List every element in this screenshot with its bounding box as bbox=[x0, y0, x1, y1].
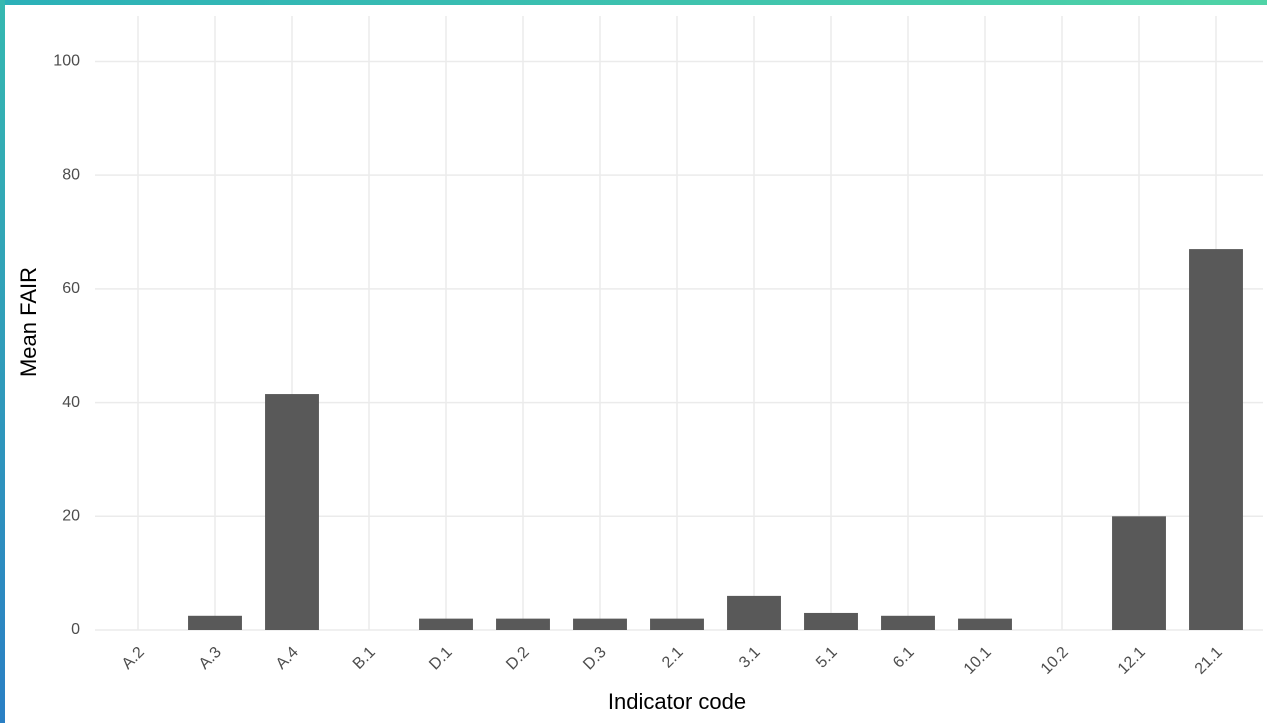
x-tick-label: A.3 bbox=[196, 644, 225, 673]
x-tick-label: D.3 bbox=[580, 644, 610, 674]
x-tick-label: A.2 bbox=[119, 644, 148, 673]
frame-top bbox=[0, 0, 1267, 5]
x-tick-label: B.1 bbox=[350, 644, 379, 673]
x-tick-label: 12.1 bbox=[1115, 644, 1149, 678]
x-axis-title: Indicator code bbox=[608, 689, 746, 714]
bar bbox=[573, 618, 627, 630]
x-tick-label: A.4 bbox=[273, 644, 302, 673]
y-tick-label: 40 bbox=[62, 394, 80, 411]
bar bbox=[881, 615, 935, 630]
bar bbox=[804, 612, 858, 630]
bar bbox=[650, 618, 704, 630]
bar bbox=[419, 618, 473, 630]
bar bbox=[1112, 516, 1166, 630]
x-tick-label: 21.1 bbox=[1192, 644, 1226, 678]
y-tick-label: 60 bbox=[62, 280, 80, 297]
y-tick-label: 80 bbox=[62, 166, 80, 183]
bar bbox=[188, 615, 242, 630]
y-tick-label: 20 bbox=[62, 508, 80, 525]
y-tick-label: 100 bbox=[53, 53, 80, 70]
x-tick-label: 2.1 bbox=[659, 644, 687, 672]
bar bbox=[958, 618, 1012, 630]
x-tick-label: 10.1 bbox=[961, 644, 995, 678]
bar bbox=[496, 618, 550, 630]
x-tick-label: D.2 bbox=[503, 644, 533, 674]
x-tick-label: 10.2 bbox=[1038, 644, 1072, 678]
x-tick-label: 3.1 bbox=[736, 644, 764, 672]
x-tick-label: 5.1 bbox=[813, 644, 841, 672]
x-tick-label: D.1 bbox=[426, 644, 456, 674]
frame-left bbox=[0, 0, 5, 723]
x-tick-label: 6.1 bbox=[890, 644, 918, 672]
bar bbox=[265, 394, 319, 630]
bar bbox=[727, 595, 781, 630]
bar bbox=[1189, 249, 1243, 630]
y-axis-title: Mean FAIR bbox=[16, 267, 41, 377]
y-tick-label: 0 bbox=[71, 621, 80, 638]
